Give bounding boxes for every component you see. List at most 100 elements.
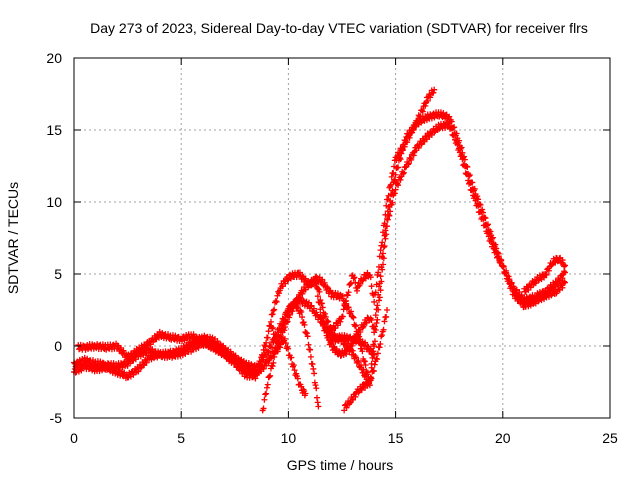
data-points [71,86,568,414]
data-point [464,163,471,170]
data-point [362,339,369,346]
data-point [301,321,308,328]
data-point [448,118,455,125]
data-point [308,282,315,289]
data-point [262,391,269,398]
data-point [389,187,396,194]
data-point [272,334,279,341]
data-point [481,214,488,221]
data-point [281,320,288,327]
data-point [314,293,321,300]
data-point [284,277,291,284]
data-point [516,289,523,296]
data-point [382,235,389,242]
data-point [431,129,438,136]
data-point [401,143,408,150]
data-point [282,340,289,347]
data-point [354,358,361,365]
data-point [371,351,378,358]
data-point [268,344,275,351]
data-point [270,307,277,314]
data-point [484,221,491,228]
data-point [273,338,280,345]
data-point [348,308,355,315]
data-point [431,86,438,93]
data-point [545,267,552,274]
data-point [469,179,476,186]
data-point [405,160,412,167]
data-point [384,196,391,203]
data-point [372,289,379,296]
data-point [296,269,303,276]
data-point [371,361,378,368]
data-point [527,284,534,291]
data-point [137,365,144,372]
data-point [358,386,365,393]
data-point [264,349,271,356]
data-point [361,358,368,365]
data-point [344,292,351,299]
data-point [355,357,362,364]
data-point [318,314,325,321]
data-point [378,333,385,340]
data-point [383,202,390,209]
data-point [459,149,466,156]
data-point [380,250,387,257]
x-tick-label: 25 [602,430,618,446]
data-point [357,280,364,287]
data-point [320,318,327,325]
data-point [373,281,380,288]
data-point [414,117,421,124]
data-point [377,287,384,294]
y-tick-label: 15 [46,122,62,138]
data-point [347,280,354,287]
data-point [309,361,316,368]
data-point [349,395,356,402]
x-tick-label: 20 [495,430,511,446]
series-track-6 [341,307,391,414]
data-point [465,173,472,180]
axis-ticks: 0 5 10 15 20 25 -5 0 5 10 15 20 [46,50,618,446]
series-track-3 [75,86,438,382]
data-point [350,275,357,282]
data-point [288,354,295,361]
data-point [367,274,374,281]
data-point [561,262,568,269]
data-point [317,306,324,313]
data-point [412,123,419,130]
data-point [291,367,298,374]
data-point [419,108,426,115]
data-point [374,272,381,279]
data-point [502,270,509,277]
data-point [474,193,481,200]
series-track-8 [317,312,378,358]
data-point [374,356,381,363]
data-point [373,320,380,327]
data-point [315,299,322,306]
data-point [424,97,431,104]
data-point [370,341,377,348]
data-point [312,382,319,389]
data-point [392,186,399,193]
y-tick-label: 5 [54,266,62,282]
data-point [368,316,375,323]
plot-frame [73,57,611,419]
data-point [375,263,382,270]
data-point [395,182,402,189]
data-point [264,334,271,341]
data-point [370,368,377,375]
data-point [446,113,453,120]
data-point [314,284,321,291]
data-point [371,338,378,345]
data-point [380,326,387,333]
data-point [343,351,350,358]
y-tick-label: 20 [46,50,62,66]
data-point [330,343,337,350]
data-point [359,348,366,355]
data-point [272,298,279,305]
data-point [307,303,314,310]
data-point [307,346,314,353]
x-axis-label: GPS time / hours [287,457,394,473]
data-point [381,232,388,239]
data-point [377,247,384,254]
